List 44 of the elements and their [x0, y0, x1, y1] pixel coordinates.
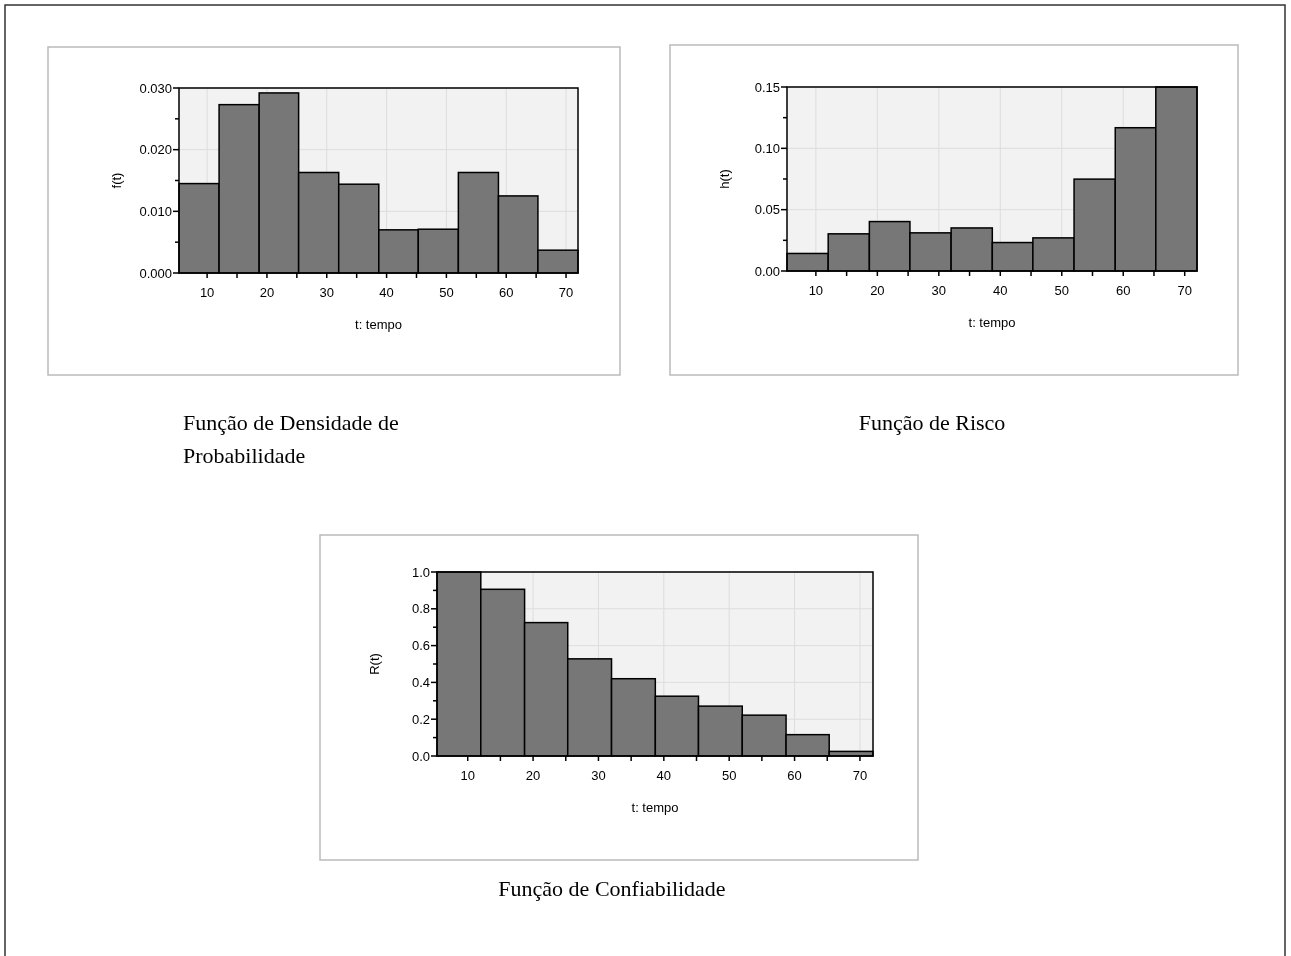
- y-tick-label: 1.0: [411, 564, 430, 580]
- y-tick-label: 0.010: [139, 203, 172, 219]
- x-tick-label: 20: [259, 285, 275, 300]
- x-tick-label: 30: [319, 285, 334, 300]
- text: Função de Risco: [858, 410, 1006, 435]
- x-tick-label: 10: [808, 283, 824, 298]
- x-axis-title: t: tempo: [631, 800, 679, 815]
- x-axis-title: t: tempo: [355, 317, 402, 332]
- x-tick-label: 50: [439, 285, 454, 300]
- x-tick-label: 50: [1054, 283, 1069, 298]
- y-axis-title: R(t): [367, 653, 382, 675]
- x-tick-label: 40: [656, 768, 672, 783]
- x-tick-label: 70: [558, 285, 574, 300]
- y-axis-title: h(t): [717, 169, 732, 189]
- y-tick-label: 0.05: [754, 202, 780, 218]
- y-tick-label: 0.00: [754, 263, 780, 279]
- x-tick-label: 70: [1177, 283, 1192, 298]
- x-tick-label: 40: [379, 285, 394, 300]
- x-tick-label: 10: [460, 768, 475, 783]
- y-tick-label: 0.030: [139, 80, 172, 96]
- y-tick-label: 0.2: [411, 711, 430, 727]
- x-tick-label: 30: [931, 283, 947, 298]
- y-tick-label: 0.10: [754, 140, 780, 156]
- x-tick-label: 60: [498, 285, 514, 300]
- y-axis-title: f(t): [109, 172, 124, 189]
- x-tick-label: 20: [870, 283, 885, 298]
- x-tick-label: 40: [993, 283, 1008, 298]
- y-tick-label: 0.8: [411, 601, 430, 617]
- y-tick-label: 0.15: [754, 79, 780, 95]
- text: Função de Densidade de Probabilidade: [183, 410, 399, 468]
- x-tick-label: 10: [199, 285, 215, 300]
- y-tick-label: 0.000: [139, 265, 172, 281]
- x-axis-title: t: tempo: [968, 315, 1016, 330]
- y-tick-label: 0.4: [411, 674, 430, 690]
- x-tick-label: 60: [787, 768, 802, 783]
- x-tick-label: 30: [591, 768, 606, 783]
- x-tick-label: 20: [525, 768, 541, 783]
- x-tick-label: 50: [721, 768, 737, 783]
- x-tick-label: 60: [1116, 283, 1131, 298]
- x-tick-label: 70: [852, 768, 868, 783]
- y-tick-label: 0.020: [139, 142, 172, 158]
- y-tick-label: 0.6: [411, 638, 430, 654]
- text: Função de Confiabilidade: [498, 876, 726, 901]
- y-tick-label: 0.0: [411, 748, 430, 764]
